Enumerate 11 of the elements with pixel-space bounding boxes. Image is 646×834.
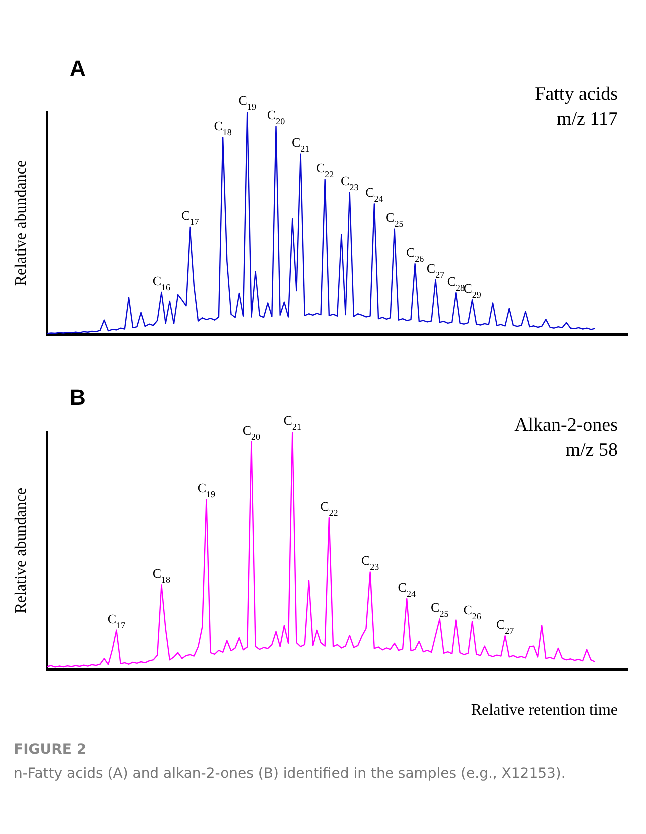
chart-title: A	[70, 56, 86, 82]
y-axis-title: Relative abundance	[12, 488, 30, 614]
x-axis-title: Relative retention time	[471, 702, 618, 720]
chart-title: B	[70, 385, 86, 411]
annotation: Alkan-2-ones	[514, 415, 618, 436]
text: n-Fatty acids (A) and alkan-2-ones (B) identified in the samples (e.g., X12153).	[14, 765, 567, 784]
y-axis-title: Relative abundance	[12, 160, 30, 286]
annotation: m/z 117	[556, 109, 618, 130]
text: Fatty acids	[535, 84, 618, 105]
annotation: m/z 58	[566, 440, 618, 461]
caption: FIGURE 2	[14, 742, 87, 758]
